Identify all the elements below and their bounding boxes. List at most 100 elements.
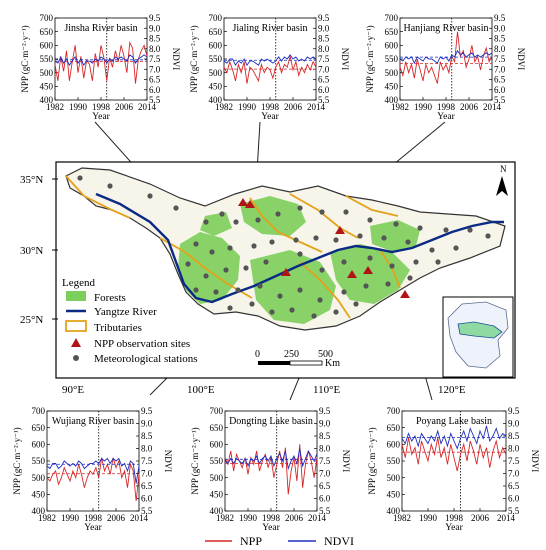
tick-label-right: 8.0 [508,444,520,454]
station-dot [367,255,373,261]
tick-label-left: 550 [385,54,399,64]
npp-site [238,198,248,206]
series-line-ndvi [401,425,507,450]
station-dot [353,301,359,307]
lat-label-25: 25°N [20,314,43,326]
station-dot [443,227,449,233]
tick-label-left: 650 [32,423,46,433]
station-dot [193,287,199,293]
tick-label-right: 6.0 [508,494,520,504]
tick-label-left: 500 [209,68,223,78]
tick-label-left: 550 [32,456,46,466]
tick-label-left: 600 [40,41,54,51]
tick-label-x: 1990 [69,102,88,112]
x-axis-label: Year [262,523,280,533]
tick-label-right: 6.0 [319,494,331,504]
station-dot [209,249,215,255]
station-dot [413,259,419,265]
tick-label-left: 700 [32,406,46,416]
station-dot [341,289,347,295]
tick-label-left: 650 [210,423,224,433]
station-dot [213,289,219,295]
tick-label-right: 7.0 [319,469,331,479]
tick-label-left: 700 [209,13,223,23]
x-axis-label: Year [92,112,110,122]
tick-label-x: 2006 [460,102,479,112]
chart-1: Jinsha River basin 400 450 500 550 600 650 700 5… [20,13,181,122]
npp-site [347,270,357,278]
tick-label-x: 2006 [115,102,134,112]
tick-label-x: 1998 [92,102,111,112]
legend-item-forests: Forests [94,292,126,304]
station-dot [485,233,491,239]
tick-label-left: 600 [32,440,46,450]
chart-title: Jinsha River basin [64,23,137,34]
tick-label-right: 6.5 [141,481,153,491]
tick-label-left: 650 [385,27,399,37]
tick-label-right: 7.5 [318,54,330,64]
tick-label-right: 7.5 [319,456,331,466]
tick-label-x: 2014 [483,102,502,112]
y-axis-label-left: NPP (gC·m⁻²·y⁻¹) [20,25,30,92]
map-legend: Legend Forests Yangtze River Tributaries… [62,277,198,365]
tick-label-right: 8.0 [318,44,330,54]
scale-label-250: 250 [284,349,299,360]
npp-site [363,266,373,274]
tick-label-x: 2014 [308,513,327,523]
tick-label-left: 400 [385,95,399,105]
station-dot [227,245,233,251]
station-dot [243,265,249,271]
tick-label-right: 9.5 [318,13,330,23]
series-line-npp [46,457,140,502]
station-dot [263,259,269,265]
tick-label-right: 8.5 [494,34,506,44]
tick-label-left: 550 [40,54,54,64]
station-dot [381,235,387,241]
tick-label-right: 6.5 [149,75,161,85]
y-axis-label-left: NPP (gC·m⁻²·y⁻¹) [367,427,377,494]
station-dot [233,219,239,225]
y-axis-label-left: NPP (gC·m⁻²·y⁻¹) [12,427,22,494]
tick-label-x: 2014 [307,102,326,112]
station-dot [313,235,319,241]
tick-label-x: 1982 [391,102,409,112]
npp-site [400,290,410,298]
tick-label-left: 500 [385,68,399,78]
station-dot [311,313,317,319]
tick-label-left: 550 [387,456,401,466]
tick-label-right: 6.0 [494,85,506,95]
station-dot [173,205,179,211]
station-dot [275,211,281,217]
tick-label-x: 2006 [284,102,303,112]
station-dot [293,237,299,243]
chart-title: Dongting Lake basin [229,416,313,427]
station-dot [333,237,339,243]
station-dot [467,227,473,233]
tick-label-right: 6.5 [319,481,331,491]
legend-item-yangtze: Yangtze River [94,306,157,318]
tick-label-x: 1990 [239,513,258,523]
north-label: N [500,164,507,174]
chart-title: Wujiang River basin [52,416,134,427]
station-dot [107,183,113,189]
tick-label-left: 400 [209,95,223,105]
tick-label-x: 1990 [61,513,80,523]
chart-title: Poyang Lake basin [416,416,492,427]
tick-label-left: 500 [210,473,224,483]
tick-label-x: 2006 [107,513,126,523]
tick-label-left: 400 [210,506,224,516]
tick-label-x: 2014 [130,513,149,523]
series-line-npp [54,41,148,84]
forest-areas [178,196,420,324]
station-dot [249,301,255,307]
tick-label-x: 1990 [414,102,433,112]
tick-label-left: 600 [387,440,401,450]
x-axis-label: Year [437,112,455,122]
tick-label-left: 450 [32,490,46,500]
tick-label-x: 1982 [38,513,56,523]
npp-site [281,268,291,276]
tick-label-left: 450 [387,490,401,500]
scale-label-500: 500 [318,349,333,360]
station-dot [185,261,191,267]
